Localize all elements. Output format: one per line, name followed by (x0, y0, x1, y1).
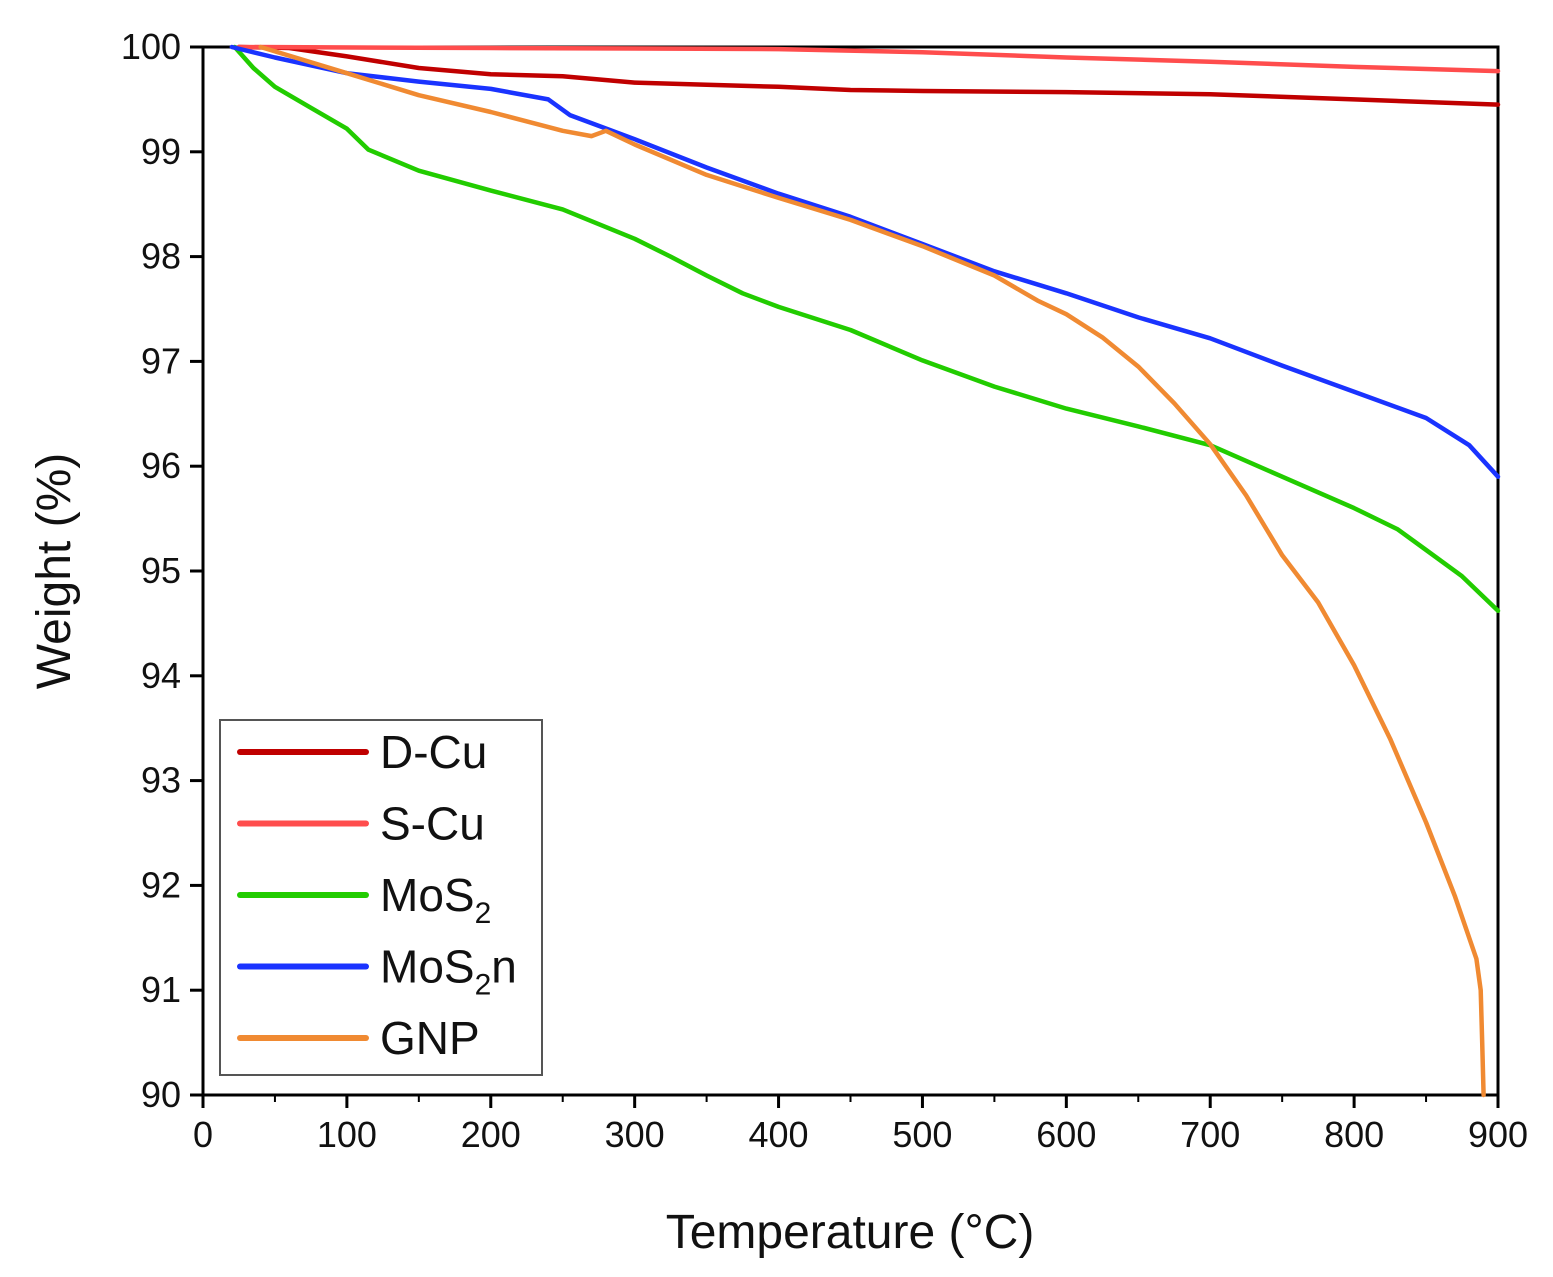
x-axis-ticks: 0 100 200 300 400 500 600 700 800 900 (193, 1095, 1528, 1155)
series-layer (229, 44, 1501, 1098)
series-line-d-cu (236, 44, 1501, 107)
x-tick-label: 500 (892, 1114, 952, 1155)
y-tick-label: 91 (141, 969, 181, 1010)
y-tick-label: 93 (141, 760, 181, 801)
y-axis-title: Weight (%) (28, 453, 81, 690)
y-tick-label: 97 (141, 340, 181, 381)
x-tick-label: 200 (461, 1114, 521, 1155)
y-tick-label: 92 (141, 864, 181, 905)
series-line-s-cu (236, 44, 1501, 74)
series-line-mos2n (229, 44, 1501, 479)
series-line-gnp (258, 44, 1486, 1098)
legend-label-mos2n: MoS2n (380, 941, 517, 1002)
y-tick-label: 100 (121, 26, 181, 67)
legend-label-s-cu: S-Cu (380, 798, 485, 850)
y-tick-label: 95 (141, 550, 181, 591)
x-tick-label: 300 (605, 1114, 665, 1155)
x-tick-label: 100 (317, 1114, 377, 1155)
y-tick-label: 96 (141, 445, 181, 486)
x-tick-label: 0 (193, 1114, 213, 1155)
y-tick-label: 90 (141, 1074, 181, 1115)
x-tick-label: 900 (1468, 1114, 1528, 1155)
y-tick-label: 94 (141, 655, 181, 696)
y-tick-label: 98 (141, 236, 181, 277)
x-tick-label: 400 (749, 1114, 809, 1155)
series-line-mos2 (232, 44, 1501, 614)
legend-label-mos2: MoS2 (380, 869, 491, 930)
legend-items: D-Cu S-Cu MoS2 MoS2n GNP (237, 726, 517, 1064)
legend: D-Cu S-Cu MoS2 MoS2n GNP (219, 719, 543, 1076)
x-axis-title: Temperature (°C) (666, 1206, 1035, 1259)
legend-label-d-cu: D-Cu (380, 726, 487, 778)
y-tick-label: 99 (141, 131, 181, 172)
x-tick-label: 600 (1036, 1114, 1096, 1155)
x-tick-label: 800 (1324, 1114, 1384, 1155)
legend-label-gnp: GNP (380, 1012, 480, 1064)
y-axis-ticks: 90 91 92 93 94 95 96 97 98 99 100 (121, 26, 203, 1115)
x-tick-label: 700 (1180, 1114, 1240, 1155)
